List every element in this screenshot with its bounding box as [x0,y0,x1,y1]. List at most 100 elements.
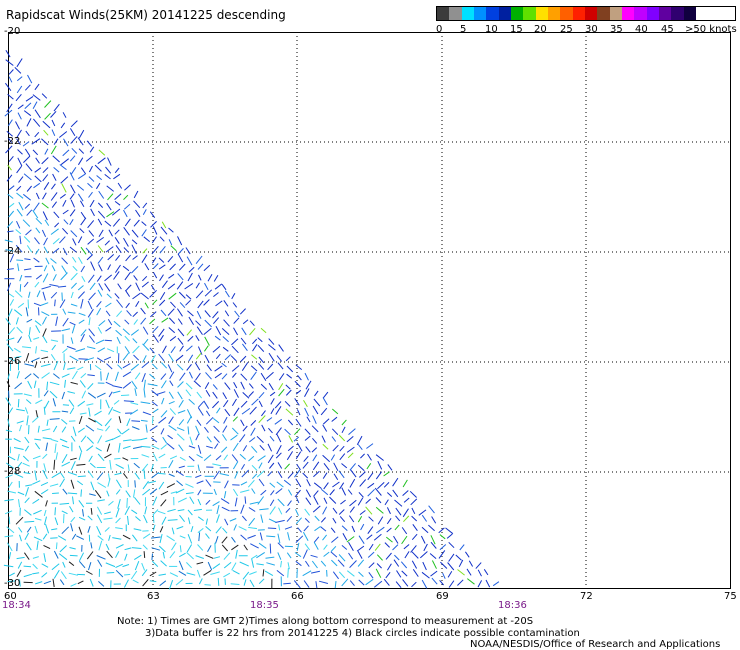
wind-barb [66,345,76,350]
wind-barb [78,129,85,139]
legend-label: 15 [510,24,523,35]
wind-barb [40,363,51,367]
wind-barb [394,499,403,507]
wind-barb [24,436,30,444]
wind-barb [69,128,76,136]
wind-barb [205,526,212,532]
wind-barb [96,472,104,481]
wind-barb [61,373,70,378]
wind-barb [158,481,165,490]
wind-barb [71,533,77,540]
wind-barb [275,519,285,523]
wind-barb [8,69,14,75]
wind-barb [203,400,210,409]
wind-barb [41,428,51,432]
wind-barb [224,480,229,489]
wind-barb [4,82,12,91]
wind-barb [125,302,130,309]
wind-barb [85,570,93,575]
lon-tick-label: 69 [436,591,449,602]
wind-barb [8,202,15,208]
wind-barb [260,372,267,381]
wind-barb [260,327,267,334]
wind-barb [347,452,354,459]
wind-barb [70,516,76,523]
wind-barb [224,518,229,526]
wind-barb [159,526,164,533]
wind-barb [162,551,165,559]
wind-barb [17,453,20,461]
wind-barb [36,290,41,298]
wind-barb [123,400,134,402]
wind-barb [197,544,204,551]
wind-barb [251,554,258,560]
wind-barb [312,505,321,513]
wind-barb [7,418,10,427]
legend-swatch [671,7,684,20]
wind-barb [176,281,184,290]
wind-barb [41,93,48,99]
wind-barb [259,444,265,451]
wind-barb [257,337,263,343]
wind-barb [112,537,122,540]
wind-barb [177,248,184,255]
wind-barb [94,419,103,427]
wind-barb [151,560,159,567]
wind-barb [150,437,158,443]
wind-barb [386,563,392,571]
wind-barb [231,454,238,462]
wind-barb [7,282,12,292]
wind-barb [7,119,13,127]
legend-label: 45 [661,24,674,35]
wind-barb [287,562,290,570]
wind-barb [320,526,327,532]
wind-barb [51,265,56,272]
wind-barb [314,525,321,532]
wind-barb [95,447,102,452]
wind-barb [96,307,102,316]
wind-barb [79,380,86,388]
wind-barb [383,578,390,586]
wind-barb [43,463,47,472]
wind-barb [224,310,230,317]
wind-barb [71,325,76,334]
wind-barb [217,577,220,586]
wind-barb [466,568,472,576]
wind-barb [238,526,247,531]
wind-barb [160,373,167,380]
wind-barb [117,283,122,290]
wind-barb [106,185,115,192]
wind-barb [105,543,110,551]
wind-barb [7,137,13,143]
wind-barb [147,383,158,387]
wind-barb [267,363,274,371]
wind-barb [143,236,151,242]
wind-barb [53,569,60,579]
wind-barb [232,302,238,308]
wind-barb [267,527,277,529]
wind-barb [67,367,76,370]
wind-barb [97,499,105,502]
wind-barb [16,129,22,139]
wind-barb [287,445,294,452]
legend-label: 35 [610,24,623,35]
wind-barb [107,254,115,261]
wind-barb [395,581,402,589]
wind-barb [204,310,211,318]
wind-barb [339,453,346,461]
lon-tick-label: 60 [4,591,17,602]
wind-barb [142,355,147,363]
wind-barb [330,527,336,534]
wind-barb [412,569,419,577]
wind-barb [108,406,114,415]
wind-barb [351,525,356,533]
wind-barb [411,533,418,541]
wind-barb [322,391,329,399]
wind-barb [171,542,177,551]
wind-barb [232,488,239,497]
wind-barb [98,264,103,272]
wind-barb [32,572,40,575]
wind-barb [75,348,86,352]
wind-barb [43,553,47,562]
wind-barb [43,265,48,272]
